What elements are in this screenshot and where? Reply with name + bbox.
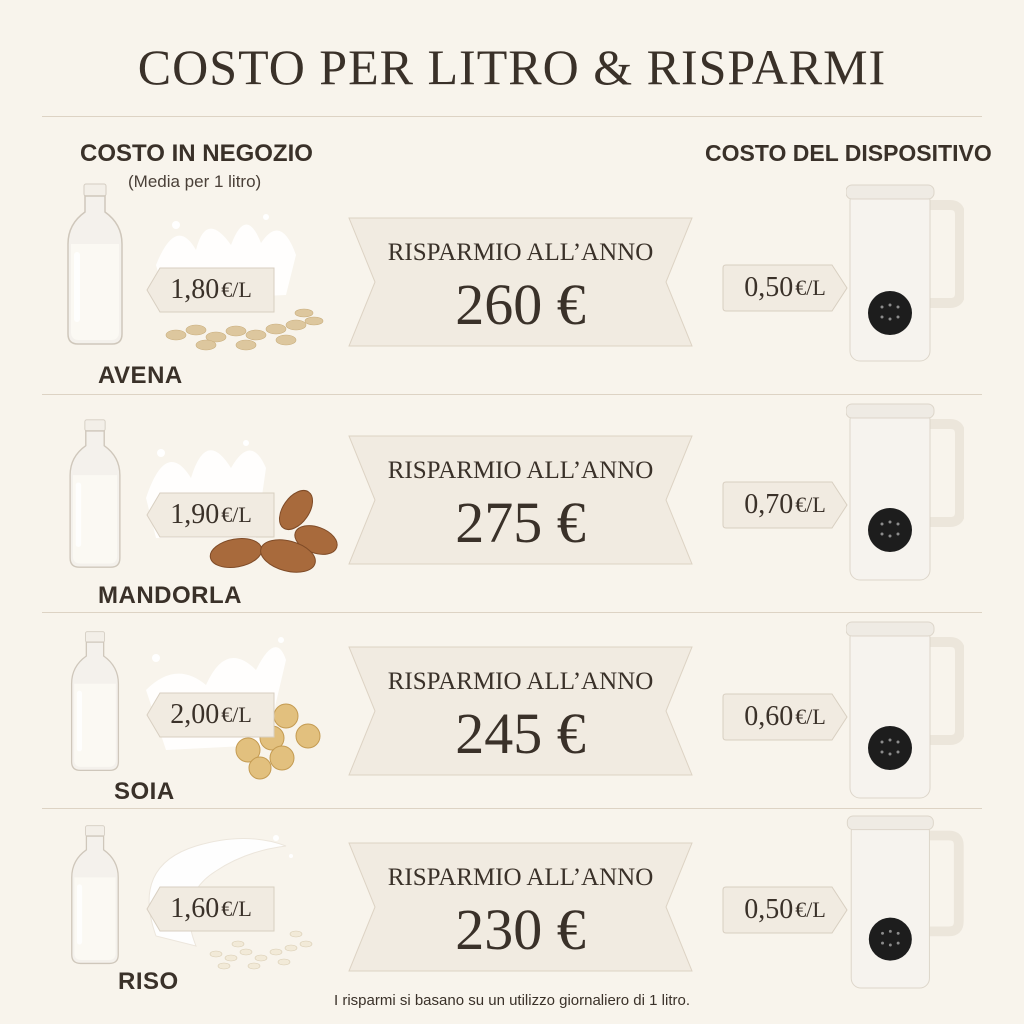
divider — [42, 394, 982, 395]
price-unit: €/L — [795, 897, 826, 922]
store-price-tag: 1,90 €/L — [146, 492, 276, 538]
price-unit: €/L — [221, 277, 252, 302]
savings-value: 230 € — [455, 897, 586, 962]
store-cost-subheader: (Media per 1 litro) — [128, 172, 262, 191]
savings-label: RISPARMIO ALL’ANNO — [387, 239, 654, 266]
savings-label: RISPARMIO ALL’ANNO — [387, 668, 654, 695]
page-title: COSTO PER LITRO & RISPARMI — [137, 39, 887, 95]
store-price-value: 1,80 — [170, 274, 220, 305]
milk-bottle-icon — [67, 183, 123, 345]
store-price-tag: 1,60 €/L — [146, 886, 276, 932]
divider — [42, 612, 982, 613]
milk-type-label: MANDORLA — [98, 582, 242, 609]
divider — [42, 116, 982, 117]
savings-banner: RISPARMIO ALL’ANNO 230 € — [348, 842, 693, 972]
store-price-tag: 1,80 €/L — [146, 267, 276, 313]
device-cost-header: COSTO DEL DISPOSITIVO — [705, 140, 992, 166]
store-price-value: 2,00 — [170, 699, 220, 730]
milk-type-label: SOIA — [114, 778, 175, 805]
savings-banner: RISPARMIO ALL’ANNO 275 € — [348, 435, 693, 565]
milk-type-label: AVENA — [98, 362, 183, 389]
price-unit: €/L — [795, 704, 826, 729]
price-unit: €/L — [795, 275, 826, 300]
store-price-value: 1,60 — [170, 893, 220, 924]
savings-value: 245 € — [455, 701, 586, 766]
price-unit: €/L — [221, 896, 252, 921]
store-cost-header: COSTO IN NEGOZIO — [80, 140, 313, 167]
milk-type-label: RISO — [118, 968, 179, 995]
savings-banner: RISPARMIO ALL’ANNO 245 € — [348, 646, 693, 776]
savings-value: 275 € — [455, 490, 586, 555]
milk-bottle-icon — [71, 825, 119, 965]
milk-bottle-icon — [69, 419, 121, 568]
device-price-tag: 0,50 €/L — [722, 886, 848, 934]
savings-banner: RISPARMIO ALL’ANNO 260 € — [348, 217, 693, 347]
device-price-value: 0,50 — [744, 894, 794, 925]
device-price-value: 0,50 — [744, 272, 794, 303]
device-price-value: 0,70 — [744, 489, 794, 520]
milk-maker-device-icon — [846, 621, 964, 799]
price-unit: €/L — [795, 492, 826, 517]
milk-bottle-icon — [70, 631, 120, 772]
savings-label: RISPARMIO ALL’ANNO — [387, 864, 654, 891]
device-price-tag: 0,70 €/L — [722, 481, 848, 529]
price-unit: €/L — [221, 502, 252, 527]
store-price-value: 1,90 — [170, 499, 220, 530]
savings-label: RISPARMIO ALL’ANNO — [387, 457, 654, 484]
divider — [42, 808, 982, 809]
device-price-tag: 0,60 €/L — [722, 693, 848, 741]
footnote: I risparmi si basano su un utilizzo gior… — [334, 992, 690, 1009]
savings-value: 260 € — [455, 272, 586, 337]
device-price-value: 0,60 — [744, 701, 794, 732]
device-price-tag: 0,50 €/L — [722, 264, 848, 312]
milk-maker-device-icon — [846, 815, 964, 989]
price-unit: €/L — [221, 702, 252, 727]
milk-maker-device-icon — [846, 184, 964, 362]
store-price-tag: 2,00 €/L — [146, 692, 276, 738]
milk-maker-device-icon — [846, 403, 964, 581]
